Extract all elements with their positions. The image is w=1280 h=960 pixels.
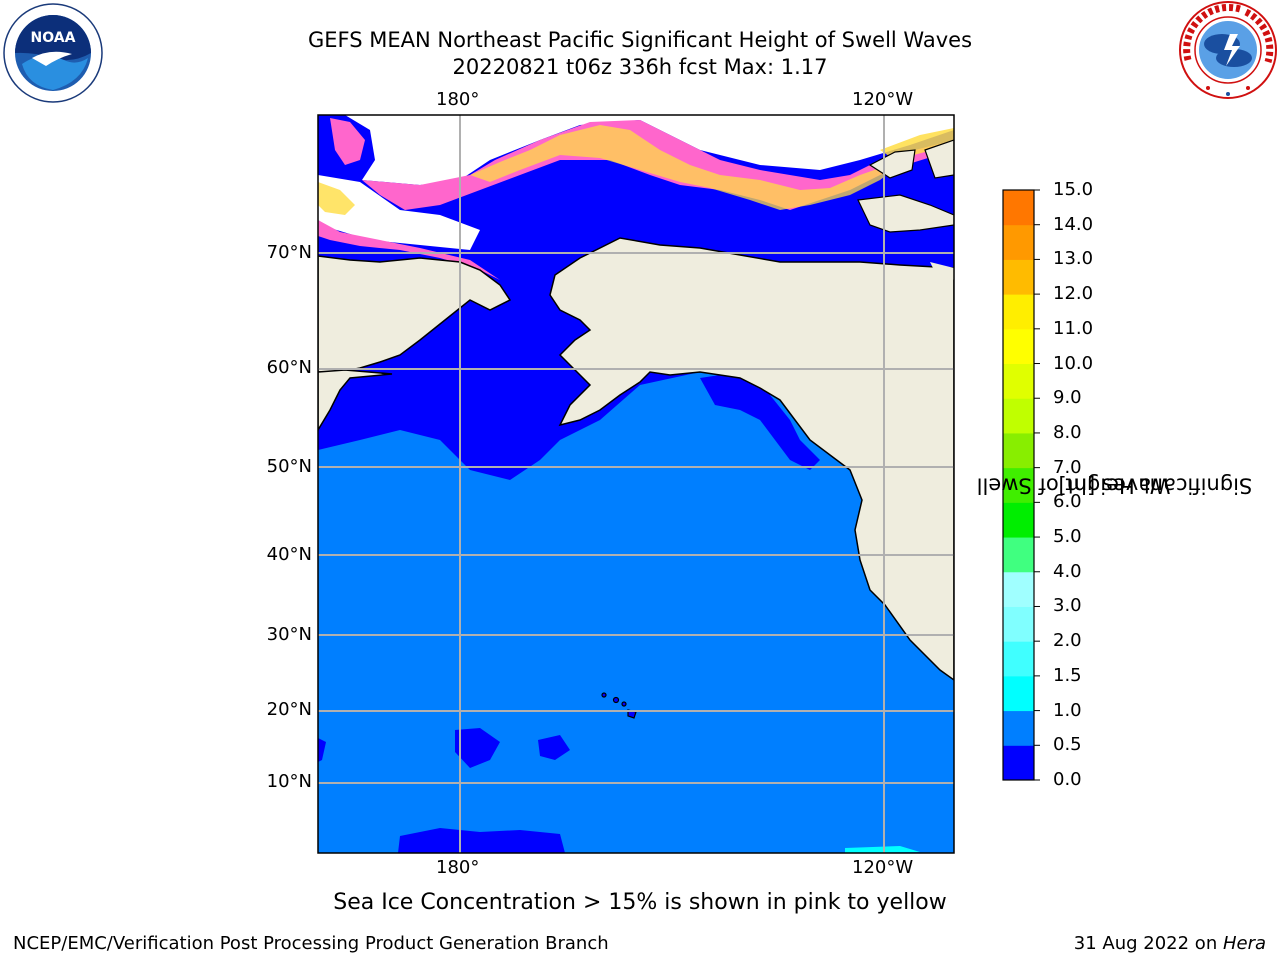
low-swell-gulf [700,372,820,470]
colorbar-tick-label: 1.5 [1053,664,1082,686]
map-frame [317,114,955,854]
lon-label-top-120w: 120°W [852,89,914,110]
colorbar-tick-label: 3.0 [1053,595,1082,617]
colorbar-title-line2: Waves [m] [1058,473,1171,498]
colorbar-segment [1003,190,1034,226]
colorbar-tick-label: 4.0 [1053,560,1082,582]
colorbar-segment [1003,710,1034,746]
lat-label-70n: 70°N [266,242,312,263]
colorbar-segment [1003,606,1034,642]
colorbar-segment [1003,294,1034,330]
colorbar-tick-label: 0.0 [1053,769,1082,790]
ice-free-white [318,115,954,185]
colorbar-segment [1003,745,1034,780]
chart-subtitle: 20220821 t06z 336h fcst Max: 1.17 [452,55,828,79]
lat-label-30n: 30°N [266,624,312,645]
colorbar-segment [1003,259,1034,295]
colorbar-segment [1003,398,1034,434]
sea-ice-caption: Sea Ice Concentration > 15% is shown in … [333,890,947,915]
lat-label-60n: 60°N [266,357,312,378]
footer-host: Hera [1222,933,1266,954]
noaa-logo-icon: NOAA [3,3,103,103]
low-swell-south [398,828,565,853]
lon-label-bottom-180: 180° [436,857,480,878]
lon-label-bottom-120w: 120°W [852,857,914,878]
colorbar-tick-label: 14.0 [1053,213,1094,235]
colorbar-segment [1003,328,1034,365]
colorbar-tick-label: 9.0 [1053,387,1082,409]
colorbar-segment [1003,571,1034,607]
colorbar-tick-label: 7.0 [1053,456,1082,478]
colorbar-segment [1003,363,1034,399]
land-north-america [549,237,954,681]
map-gridlines [318,115,954,853]
colorbar-tick-label: 15.0 [1053,179,1094,200]
colorbar-tick-label: 11.0 [1053,317,1094,339]
lon-label-top-180: 180° [436,89,480,110]
colorbar-segment [1003,675,1034,712]
colorbar-tick-label: 13.0 [1053,248,1094,270]
lat-label-40n: 40°N [266,544,312,565]
colorbar-tick-label: 1.0 [1053,699,1082,721]
colorbar-tick-label: 6.0 [1053,491,1082,513]
chart-title: GEFS MEAN Northeast Pacific Significant … [307,28,973,52]
colorbar-segment [1003,467,1034,503]
colorbar-tick-label: 0.5 [1053,734,1082,756]
colorbar-tick-label: 12.0 [1053,283,1094,305]
colorbar-tick-label: 8.0 [1053,421,1082,443]
footer-credit: NCEP/EMC/Verification Post Processing Pr… [13,933,609,954]
lat-label-20n: 20°N [266,699,312,720]
footer-date: 31 Aug 2022 on Hera [1074,933,1266,954]
lat-label-50n: 50°N [266,456,312,477]
nws-logo-icon [1179,1,1277,99]
colorbar-segment [1003,432,1034,469]
colorbar-tick-label: 2.0 [1053,630,1082,652]
footer-date-text: 31 Aug 2022 on [1073,933,1223,954]
svg-text:NOAA: NOAA [31,30,76,46]
colorbar-segment [1003,224,1034,260]
colorbar-segment [1003,502,1034,538]
colorbar [1003,190,1034,780]
ice-yellow [470,125,900,210]
colorbar-tick-label: 5.0 [1053,526,1082,548]
colorbar-segment [1003,537,1034,573]
colorbar-tick-label: 10.0 [1053,352,1094,374]
lat-label-10n: 10°N [266,771,312,792]
colorbar-frame [1002,189,1035,781]
colorbar-segment [1003,641,1034,677]
